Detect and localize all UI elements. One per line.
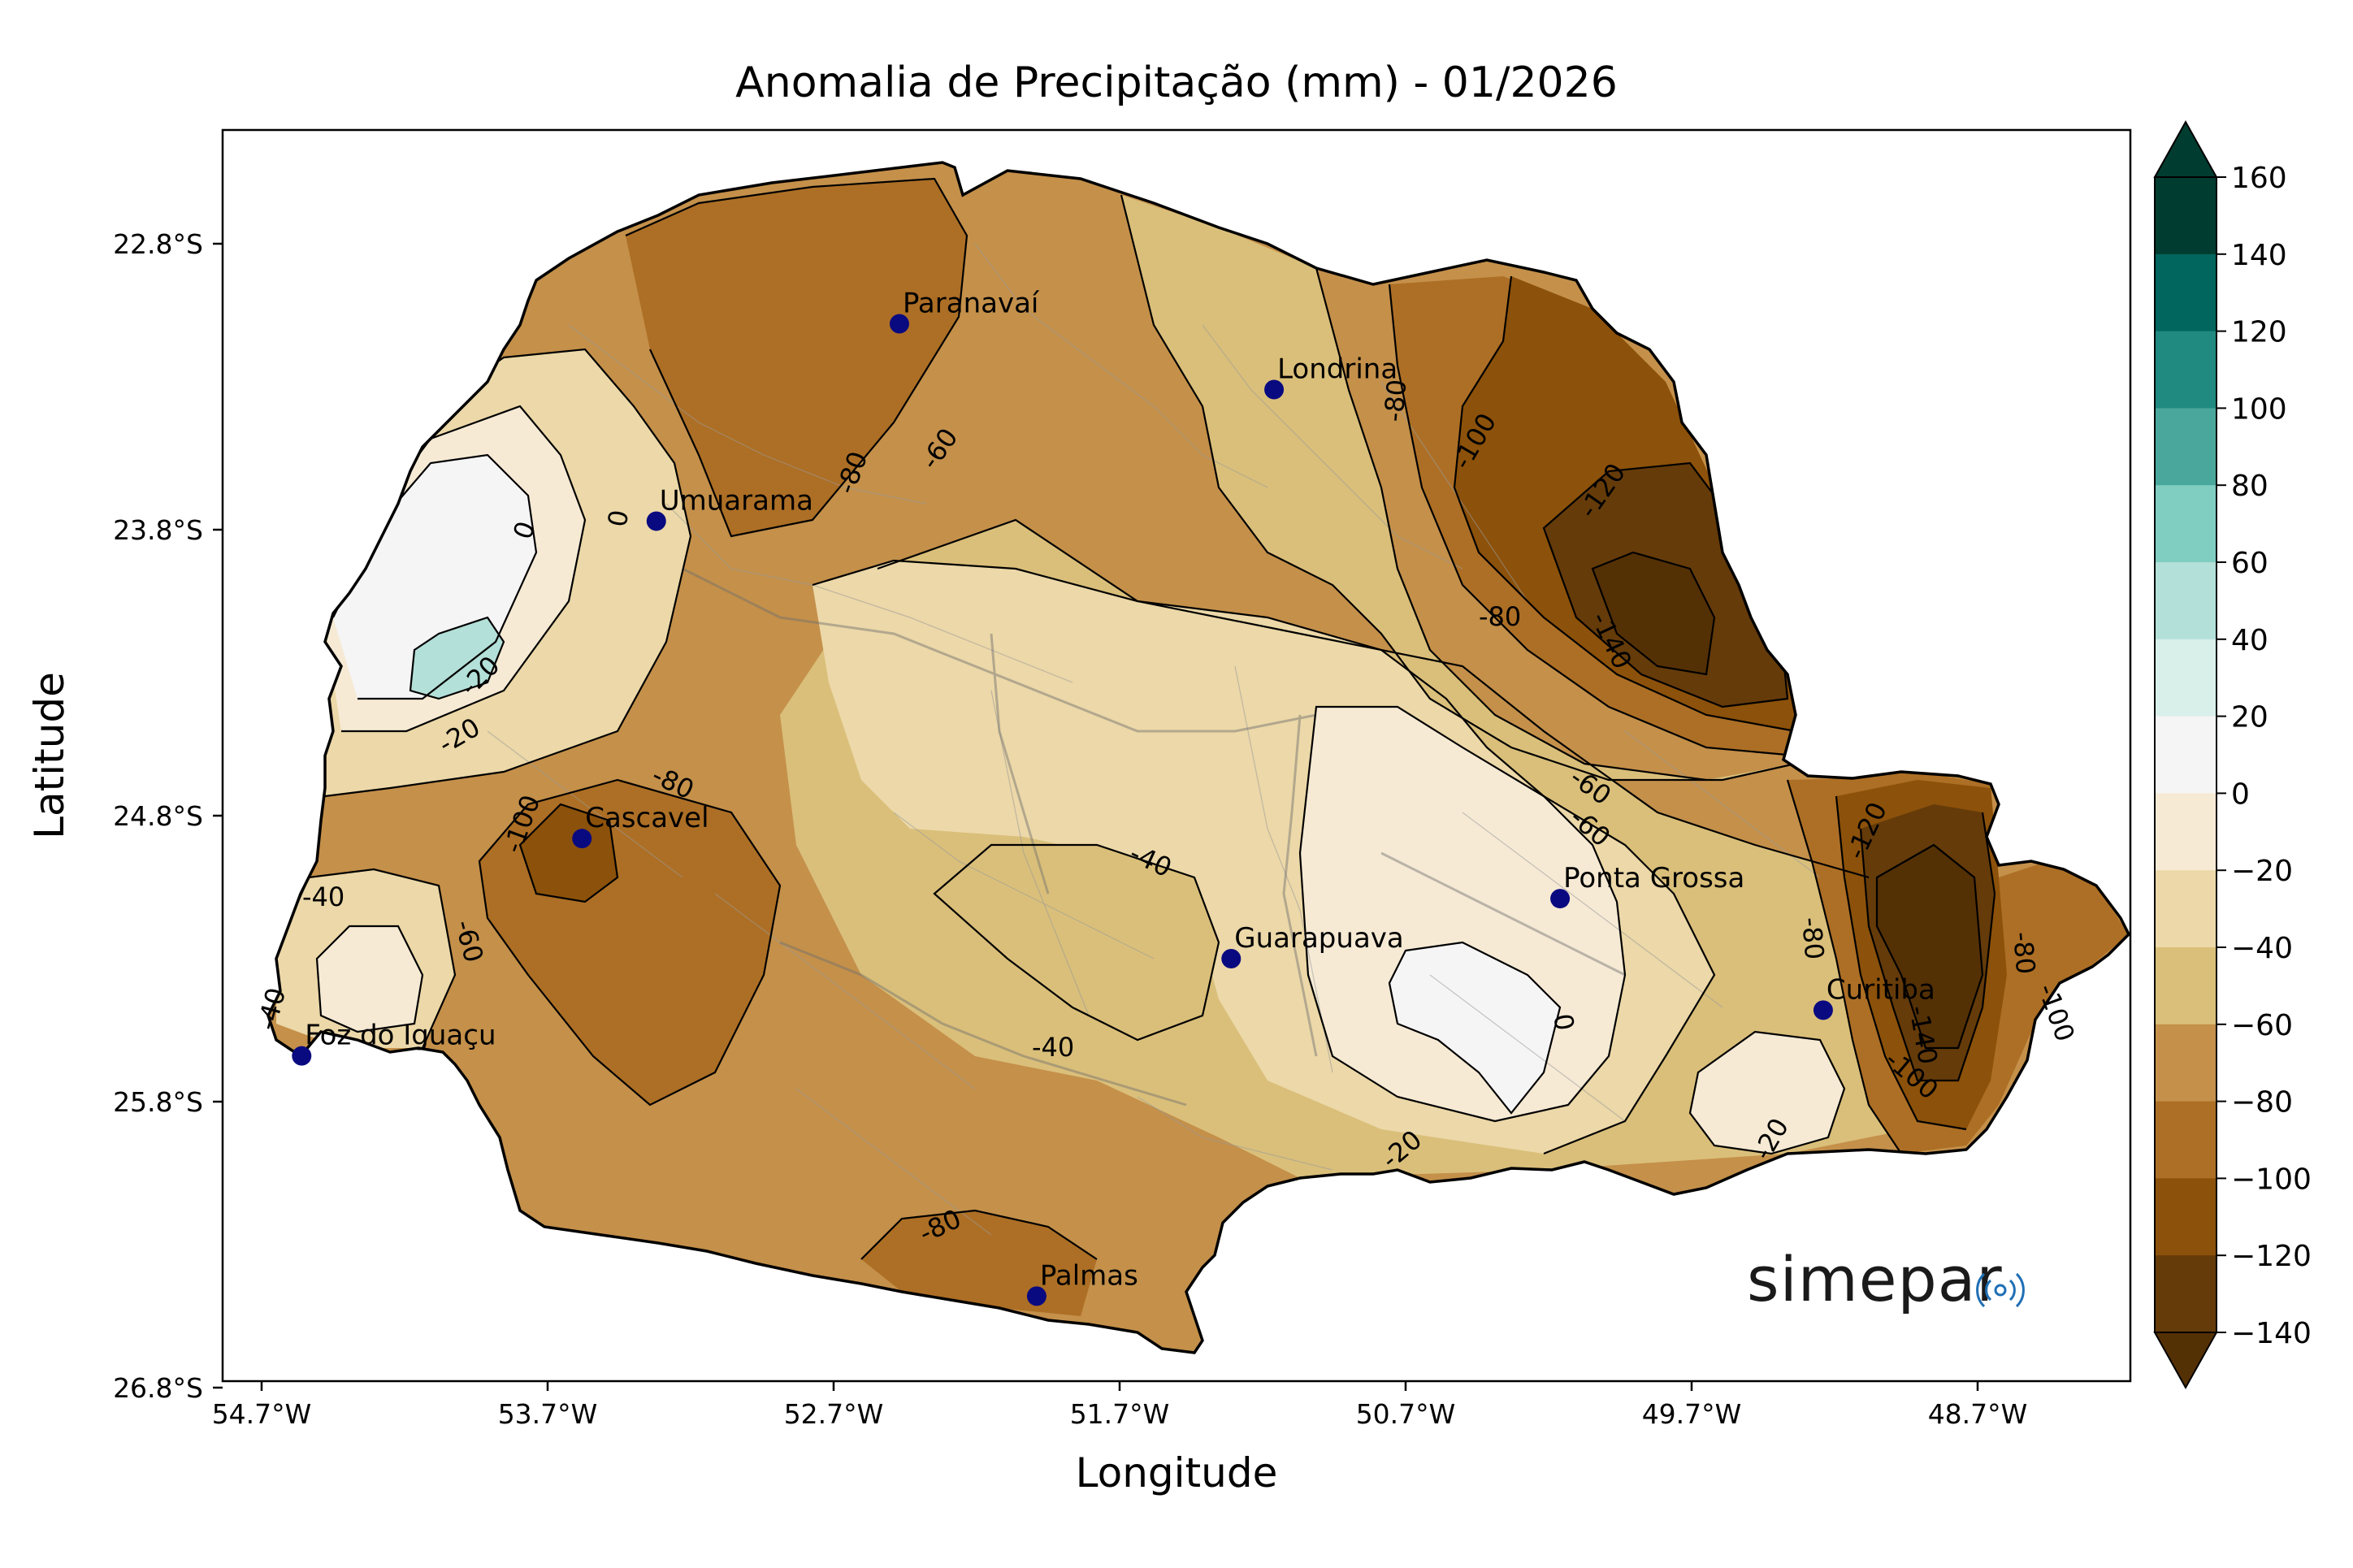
x-axis-title: Longitude (1076, 1449, 1278, 1497)
colorbar-segment (2155, 408, 2216, 486)
city-marker (572, 829, 592, 849)
y-axis: 22.8°S 23.8°S 24.8°S 25.8°S 26.8°S (113, 228, 223, 1404)
colorbar-label: 160 (2231, 162, 2287, 195)
colorbar-segment (2155, 1255, 2216, 1333)
contour-label: -80 (2007, 930, 2041, 975)
colorbar-segment (2155, 331, 2216, 409)
contour-label: -40 (302, 881, 344, 912)
colorbar-segment (2155, 793, 2216, 871)
x-tick-label: 48.7°W (1928, 1398, 2028, 1430)
contour-label: -80 (1796, 916, 1830, 960)
city-label: Umuarama (660, 484, 813, 517)
colorbar-label: −140 (2231, 1317, 2312, 1350)
city-markers: Paranavaí Londrina Umuarama Cascavel Ponta G… (292, 288, 1935, 1306)
city-label: Foz do Iguaçu (305, 1020, 496, 1052)
city-marker (1026, 1286, 1046, 1306)
colorbar-segment (2155, 1024, 2216, 1102)
map-title: Anomalia de Precipitação (mm) - 01/2026 (735, 58, 1618, 107)
colorbar-label: −120 (2231, 1240, 2312, 1273)
y-tick-label: 24.8°S (113, 800, 203, 832)
colorbar-label: 40 (2231, 624, 2268, 657)
colorbar-label: −60 (2231, 1009, 2293, 1042)
city-label: Cascavel (585, 802, 708, 834)
city-marker (292, 1046, 312, 1066)
colorbar-segment (2155, 947, 2216, 1025)
municipal-boundaries (487, 243, 1821, 1236)
colorbar: 160 140 120 100 80 60 40 20 0 −20 −40 −60 −80 −100 −12… (2153, 119, 2312, 1390)
colorbar-label: 100 (2231, 392, 2287, 426)
colorbar-segment (2155, 1101, 2216, 1179)
colorbar-segment (2155, 485, 2216, 563)
colorbar-outline (2154, 176, 2217, 1333)
y-axis-title: Latitude (26, 672, 73, 839)
x-tick-label: 49.7°W (1642, 1398, 1742, 1430)
city-label: Curitiba (1826, 973, 1935, 1006)
colorbar-label: −20 (2231, 855, 2293, 888)
city-label: Londrina (1277, 353, 1398, 386)
city-marker (1264, 379, 1285, 400)
x-tick-label: 53.7°W (498, 1398, 598, 1430)
colorbar-label: 0 (2231, 778, 2250, 811)
colorbar-segment (2155, 639, 2216, 717)
city-marker (889, 314, 909, 334)
city-label: Palmas (1040, 1259, 1138, 1292)
contour-label: -80 (1378, 378, 1412, 422)
colorbar-label: −40 (2231, 932, 2293, 965)
logo-text: simepar (1747, 1243, 2003, 1315)
x-axis: 54.7°W 53.7°W 52.7°W 51.7°W 50.7°W 49.7°W 48.7… (212, 1381, 2028, 1430)
colorbar-segment (2155, 1178, 2216, 1256)
city-marker (1550, 889, 1571, 909)
colorbar-label: 80 (2231, 470, 2268, 503)
colorbar-label: 60 (2231, 547, 2268, 580)
colorbar-label: 140 (2231, 239, 2287, 272)
regional-boundaries (682, 567, 1626, 1107)
y-tick-label: 26.8°S (113, 1372, 203, 1404)
city-marker (1221, 949, 1242, 968)
colorbar-label: −80 (2231, 1086, 2293, 1120)
simepar-logo: simepar (1747, 1243, 2088, 1332)
contour-label: -40 (1032, 1032, 1074, 1063)
colorbar-extend-top (2153, 119, 2218, 178)
colorbar-label: −100 (2231, 1163, 2312, 1196)
y-tick-label: 22.8°S (113, 228, 203, 260)
contour-label: -80 (1479, 601, 1521, 632)
colorbar-segment (2155, 562, 2216, 640)
city-label: Paranavaí (903, 288, 1040, 320)
colorbar-label: 120 (2231, 316, 2287, 349)
x-tick-label: 52.7°W (784, 1398, 884, 1430)
y-tick-label: 23.8°S (113, 514, 203, 546)
colorbar-segment (2155, 716, 2216, 794)
x-tick-label: 50.7°W (1356, 1398, 1456, 1430)
colorbar-segment (2155, 177, 2216, 255)
y-tick-label: 25.8°S (113, 1086, 203, 1118)
city-marker (1813, 1000, 1833, 1020)
city-label: Ponta Grossa (1563, 862, 1744, 894)
x-tick-label: 54.7°W (212, 1398, 312, 1430)
signal-icon (1976, 1272, 2025, 1308)
colorbar-segment (2155, 253, 2216, 332)
city-label: Guarapuava (1234, 922, 1403, 955)
city-marker (646, 511, 666, 531)
colorbar-segment (2155, 870, 2216, 948)
colorbar-extend-bottom (2153, 1332, 2218, 1390)
colorbar-label: 20 (2231, 701, 2268, 734)
x-tick-label: 51.7°W (1070, 1398, 1170, 1430)
